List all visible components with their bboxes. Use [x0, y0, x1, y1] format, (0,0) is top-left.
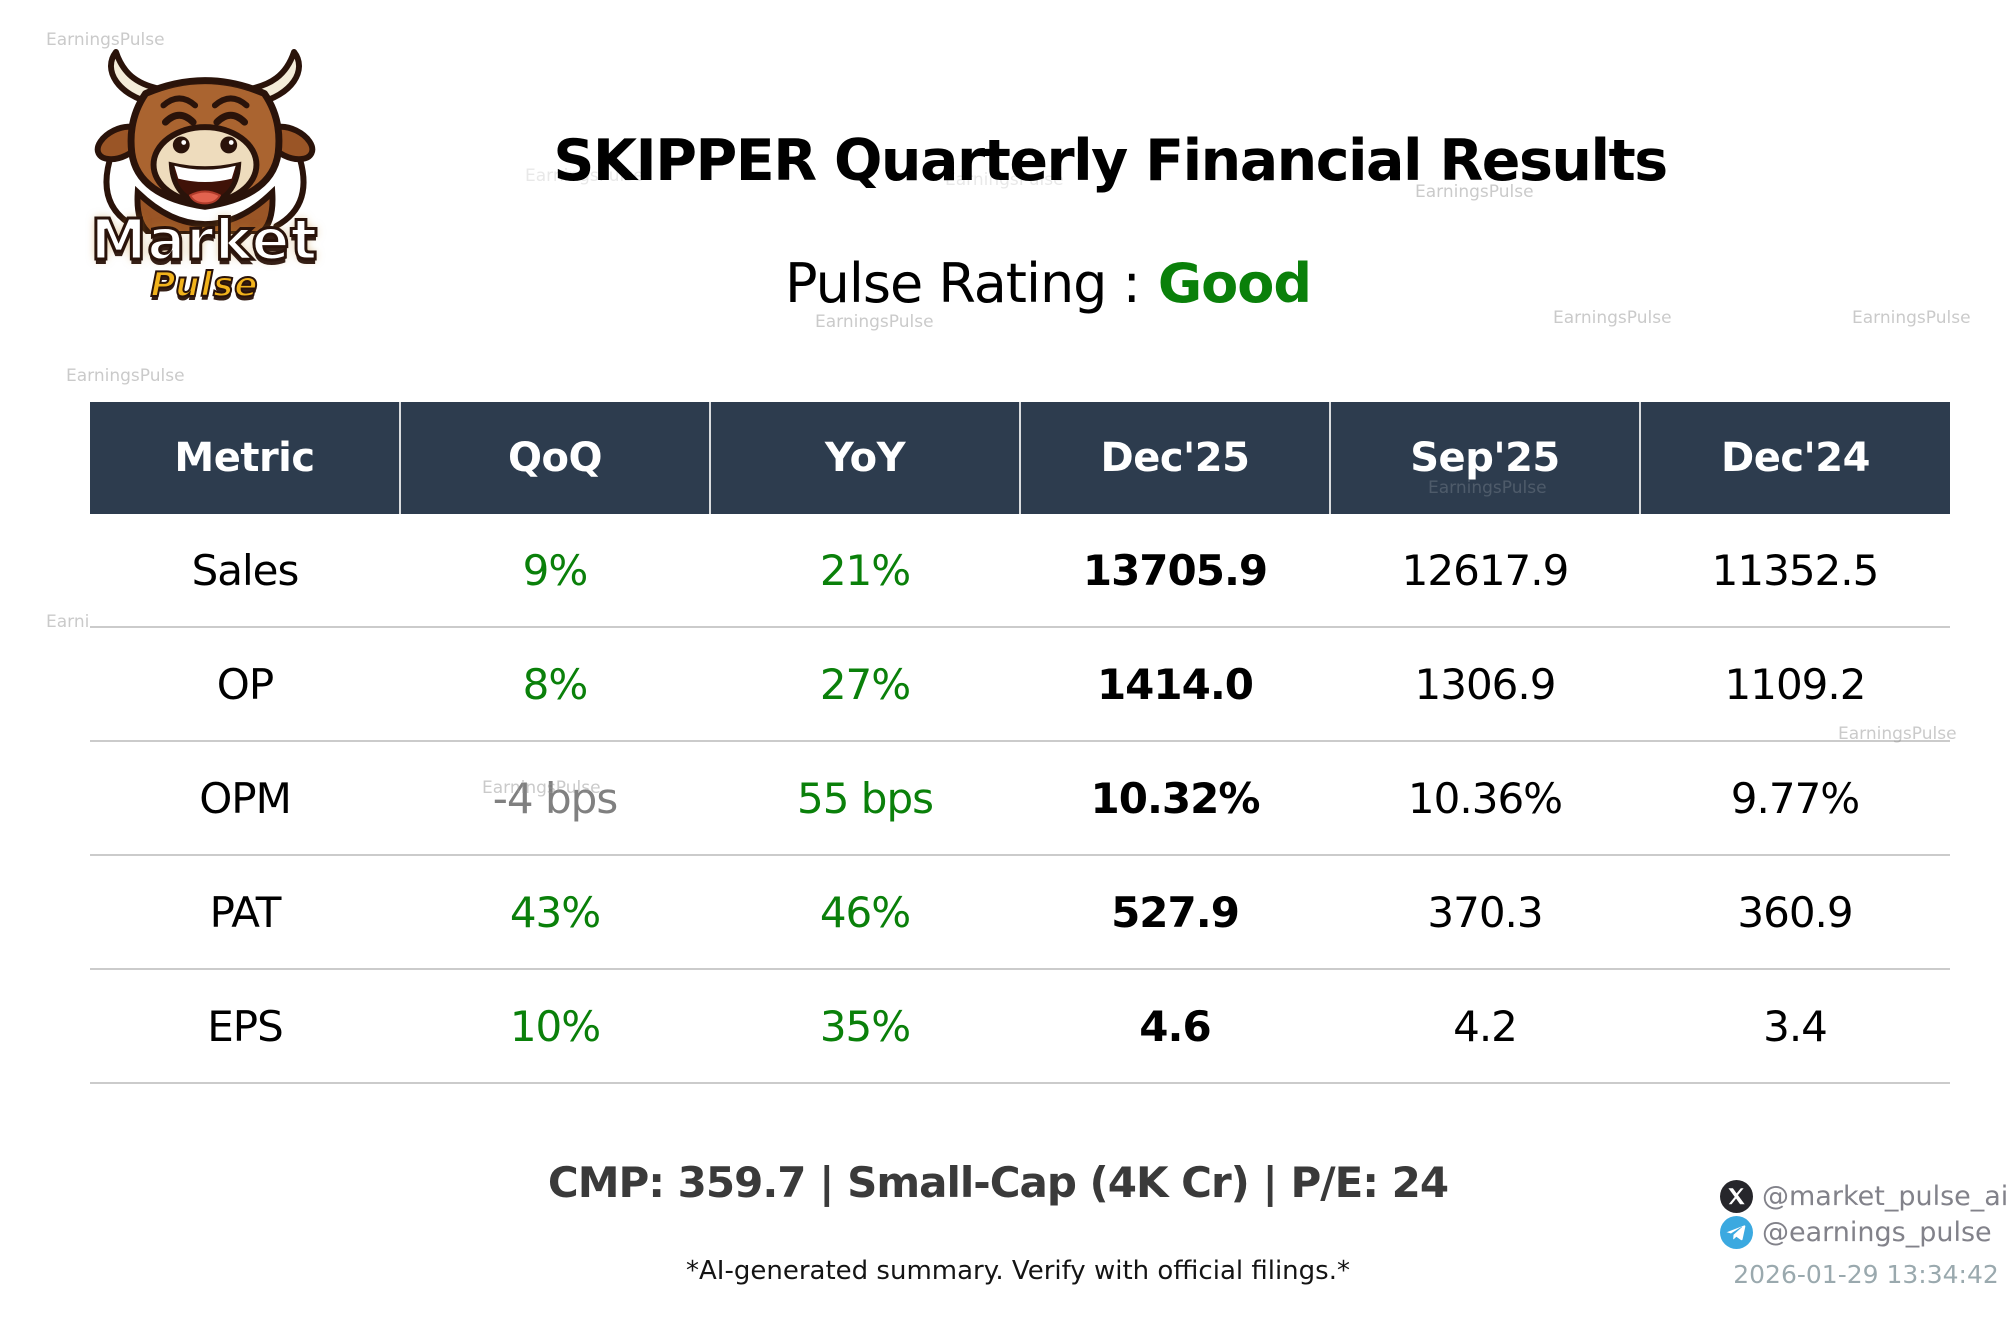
watermark: EarningsPulse: [1428, 478, 1547, 498]
dec24-value: 1109.2: [1640, 627, 1950, 742]
table-row-opm: OPM -4 bps 55 bps 10.32% 10.36% 9.77%: [90, 741, 1950, 856]
table-header-row: Metric QoQ YoY Dec'25 Sep'25 Dec'24: [90, 402, 1950, 514]
sep25-value: 1306.9: [1330, 627, 1640, 742]
bull-mascot-icon: [94, 48, 315, 234]
dec24-value: 11352.5: [1640, 514, 1950, 628]
table-row-op: OP 8% 27% 1414.0 1306.9 1109.2: [90, 627, 1950, 742]
dec24-value: 360.9: [1640, 855, 1950, 970]
telegram-handle: @earnings_pulse: [1762, 1216, 1992, 1248]
sep25-value: 12617.9: [1330, 514, 1640, 628]
metric-label: Sales: [90, 514, 400, 628]
yoy-value: 46%: [710, 855, 1020, 970]
dec25-value: 4.6: [1020, 969, 1330, 1084]
disclaimer-text: *AI-generated summary. Verify with offic…: [686, 1256, 1350, 1286]
qoq-value: -4 bps: [400, 741, 710, 856]
dec25-value: 10.32%: [1020, 741, 1330, 856]
metric-label: EPS: [90, 969, 400, 1084]
qoq-value: 43%: [400, 855, 710, 970]
sep25-value: 10.36%: [1330, 741, 1640, 856]
dec24-value: 9.77%: [1640, 741, 1950, 856]
brand-logo: Market Pulse: [52, 46, 357, 306]
yoy-value: 55 bps: [710, 741, 1020, 856]
dec25-value: 13705.9: [1020, 514, 1330, 628]
column-header-dec24: Dec'24: [1640, 402, 1950, 514]
column-header-dec25: Dec'25: [1020, 402, 1331, 514]
qoq-value: 10%: [400, 969, 710, 1084]
yoy-value: 21%: [710, 514, 1020, 628]
metric-label: OPM: [90, 741, 400, 856]
telegram-handle-row: @earnings_pulse: [1720, 1214, 2012, 1250]
telegram-icon: [1720, 1215, 1753, 1249]
sep25-value: 370.3: [1330, 855, 1640, 970]
dec24-value: 3.4: [1640, 969, 1950, 1084]
timestamp: 2026-01-29 13:34:42: [1733, 1260, 1999, 1289]
watermark: EarningsPulse: [1838, 724, 1957, 744]
column-header-sep25: Sep'25: [1330, 402, 1641, 514]
dec25-value: 527.9: [1020, 855, 1330, 970]
brand-name-pulse: Pulse: [150, 264, 259, 306]
watermark: EarningsPulse: [66, 366, 185, 386]
watermark: EarningsPulse: [1415, 182, 1534, 202]
sep25-value: 4.2: [1330, 969, 1640, 1084]
watermark: EarningsPulse: [1852, 308, 1971, 328]
metric-label: PAT: [90, 855, 400, 970]
watermark: EarningsPulse: [46, 30, 165, 50]
qoq-value: 8%: [400, 627, 710, 742]
table-row-pat: PAT 43% 46% 527.9 370.3 360.9: [90, 855, 1950, 970]
metric-label: OP: [90, 627, 400, 742]
column-header-metric: Metric: [90, 402, 401, 514]
page-title: SKIPPER Quarterly Financial Results: [553, 128, 1668, 194]
social-handles: @market_pulse_ai @earnings_pulse 2026-01…: [1720, 1178, 2012, 1289]
watermark: EarningsPulse: [1553, 308, 1672, 328]
cmp-summary: CMP: 359.7 | Small-Cap (4K Cr) | P/E: 24: [547, 1158, 1449, 1207]
column-header-yoy: YoY: [710, 402, 1021, 514]
watermark: EarningsPulse: [815, 312, 934, 332]
brand-name-market: Market: [89, 207, 319, 275]
pulse-rating-label: Pulse Rating :: [784, 252, 1141, 315]
watermark: EarningsPulse: [945, 170, 1064, 190]
yoy-value: 35%: [710, 969, 1020, 1084]
x-handle-row: @market_pulse_ai: [1720, 1178, 2012, 1214]
table-row-sales: Sales 9% 21% 13705.9 12617.9 11352.5: [90, 514, 1950, 628]
pulse-rating-value: Good: [1157, 252, 1312, 315]
watermark: EarningsPulse: [525, 166, 644, 186]
table-row-eps: EPS 10% 35% 4.6 4.2 3.4: [90, 969, 1950, 1084]
dec25-value: 1414.0: [1020, 627, 1330, 742]
x-handle: @market_pulse_ai: [1762, 1180, 2009, 1212]
qoq-value: 9%: [400, 514, 710, 628]
yoy-value: 27%: [710, 627, 1020, 742]
pulse-rating: Pulse Rating : Good: [784, 252, 1312, 315]
financial-results-table: Metric QoQ YoY Dec'25 Sep'25 Dec'24 Sale…: [90, 402, 1950, 1084]
watermark: EarningsPulse: [482, 778, 601, 798]
x-icon: [1720, 1179, 1753, 1213]
column-header-qoq: QoQ: [400, 402, 711, 514]
